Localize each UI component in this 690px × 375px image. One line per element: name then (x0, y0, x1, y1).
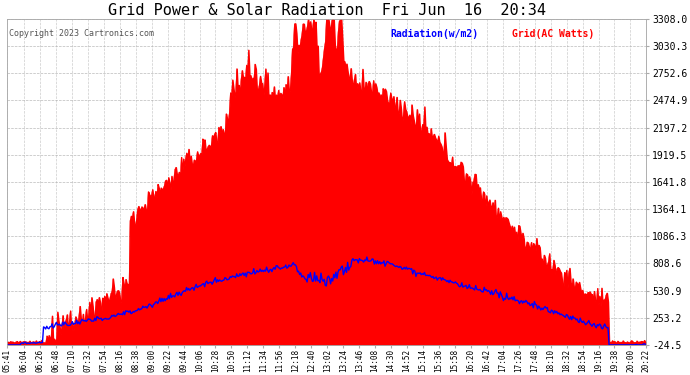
Text: Radiation(w/m2): Radiation(w/m2) (391, 29, 479, 39)
Title: Grid Power & Solar Radiation  Fri Jun  16  20:34: Grid Power & Solar Radiation Fri Jun 16 … (108, 3, 546, 18)
Text: Copyright 2023 Cartronics.com: Copyright 2023 Cartronics.com (8, 29, 154, 38)
Text: Grid(AC Watts): Grid(AC Watts) (512, 29, 595, 39)
